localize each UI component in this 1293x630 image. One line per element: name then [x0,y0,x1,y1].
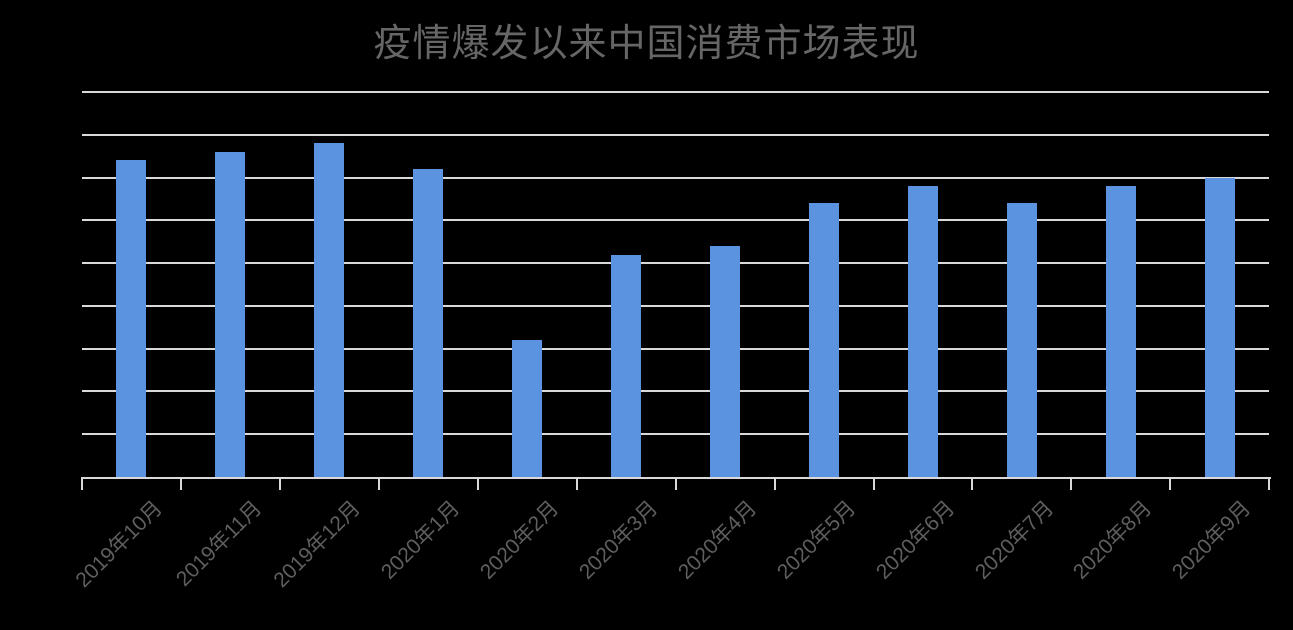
x-axis-tick [575,477,578,490]
x-axis-label: 2019年11月 [171,496,267,591]
x-axis-line [82,477,1272,479]
x-axis-label: 2020年3月 [574,496,662,584]
bar-2019年11月 [215,151,246,477]
y-gridline [82,133,1270,136]
y-gridline [82,390,1270,393]
y-gridline [82,262,1270,265]
y-gridline [82,91,1270,93]
x-axis-tick [278,477,281,490]
x-axis-label: 2020年8月 [1069,496,1157,584]
x-axis-label: 2020年2月 [475,496,564,584]
bar-2020年4月 [710,246,741,477]
bar-2019年12月 [314,143,345,477]
bar-2020年6月 [907,186,938,477]
bar-2020年9月 [1204,177,1235,477]
x-axis-tick [1070,477,1073,490]
x-axis-tick [872,477,875,490]
bar-2020年7月 [1006,203,1037,477]
x-axis-label: 2020年4月 [673,496,761,584]
y-gridline [82,433,1270,436]
x-axis-tick [1169,477,1172,490]
bar-2020年2月 [512,340,543,477]
x-axis-tick [971,477,974,490]
bar-2020年8月 [1105,186,1136,477]
x-axis-tick [1268,477,1271,490]
bar-2020年3月 [611,254,642,477]
x-axis-tick [81,477,83,490]
x-axis-label: 2019年12月 [269,496,366,593]
y-gridline [82,176,1270,179]
y-gridline [82,219,1270,222]
bar-2020年1月 [413,169,444,477]
x-axis-tick [476,477,479,490]
x-axis-label: 2020年9月 [1168,496,1256,584]
x-axis-label: 2020年1月 [376,496,465,584]
y-gridline [82,347,1270,350]
x-axis-tick [377,477,380,490]
chart-title: 疫情爆发以来中国消费市场表现 [373,23,920,65]
x-axis-label: 2020年7月 [970,496,1058,584]
x-axis-label: 2020年6月 [871,496,959,584]
y-gridline [82,304,1270,307]
x-axis-tick [773,477,776,490]
x-axis-label: 2020年5月 [772,496,860,584]
bar-2019年10月 [116,160,147,477]
x-axis-tick [674,477,677,490]
x-axis-label: 2019年10月 [71,496,168,593]
bar-2020年5月 [809,203,840,477]
x-axis-tick [179,477,182,490]
